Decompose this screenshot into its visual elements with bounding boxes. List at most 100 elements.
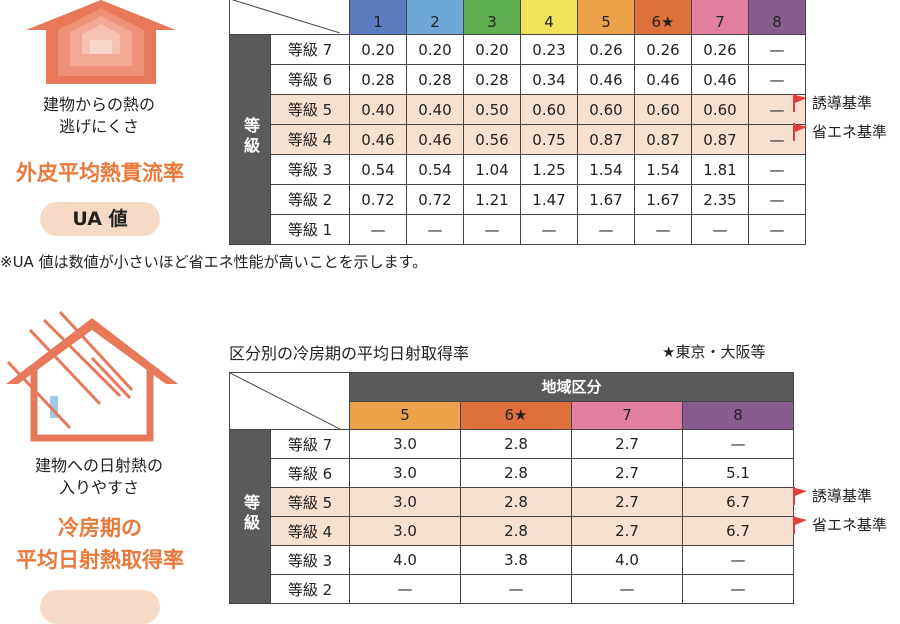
value-cell: 3.0 <box>349 429 461 459</box>
grade-label: 等級 6 <box>270 64 350 95</box>
value-cell: — <box>577 214 635 245</box>
value-cell: 1.67 <box>634 184 692 215</box>
flag-label: 省エネ基準 <box>812 123 888 141</box>
title-line-2: 平均日射熱取得率 <box>16 548 184 572</box>
value-cell: 1.67 <box>577 184 635 215</box>
corner-cell <box>229 372 350 430</box>
table-row: 等級 3 4.0 3.8 4.0— <box>230 545 794 575</box>
region-cell: 4 <box>520 0 578 35</box>
value-cell: 0.28 <box>463 64 521 95</box>
value-cell: 2.7 <box>571 487 683 517</box>
value-cell: 0.46 <box>406 124 464 155</box>
value-cell: — <box>682 429 794 459</box>
value-cell: 1.04 <box>463 154 521 185</box>
value-cell: — <box>634 214 692 245</box>
caption-line-2: 逃げにくさ <box>59 117 139 136</box>
grade-label: 等級 2 <box>270 574 350 604</box>
value-cell: 3.0 <box>349 516 461 546</box>
value-cell: 0.26 <box>577 34 635 65</box>
value-cell: 0.46 <box>577 64 635 95</box>
flag-guidance-2: 誘導基準 <box>792 485 872 506</box>
value-cell: 2.7 <box>571 458 683 488</box>
value-cell: — <box>748 154 806 185</box>
value-cell: — <box>406 214 464 245</box>
region-cell: 7 <box>691 0 749 35</box>
value-cell: — <box>463 214 521 245</box>
eta-table: 地域区分 5 6★ 7 8 等級 等級 7 3.0 2.8 2.7— 等級 6 3.0 2.8 2.7 5.… <box>229 372 794 604</box>
region-cell: 7 <box>571 400 683 430</box>
table-row: 等級 2— — — — <box>230 574 794 604</box>
value-cell: — <box>349 574 461 604</box>
value-cell: 3.0 <box>349 458 461 488</box>
value-cell: 6.7 <box>682 487 794 517</box>
corner-cell <box>229 0 350 35</box>
value-cell: 0.56 <box>463 124 521 155</box>
region-cell: 1 <box>349 0 407 35</box>
flag-icon <box>793 93 807 112</box>
value-cell: 0.23 <box>520 34 578 65</box>
region-cell: 8 <box>748 0 806 35</box>
value-cell: — <box>460 574 572 604</box>
flag-icon <box>793 515 807 534</box>
value-cell: — <box>349 214 407 245</box>
value-cell: 1.21 <box>463 184 521 215</box>
grade-vertical-label: 等級 <box>229 429 271 604</box>
grade-label: 等級 6 <box>270 458 350 488</box>
table-row: 等級 等級 7 3.0 2.8 2.7— <box>229 429 794 604</box>
flag-label: 誘導基準 <box>812 94 873 112</box>
region-cell: 8 <box>682 400 794 430</box>
value-cell: 0.46 <box>634 64 692 95</box>
value-cell: 0.54 <box>406 154 464 185</box>
value-cell: 2.8 <box>460 429 572 459</box>
value-cell: 0.50 <box>463 94 521 125</box>
value-cell: 4.0 <box>571 545 683 575</box>
ua-note: ※UA 値は数値が小さいほど省エネ性能が高いことを示します。 <box>0 253 428 271</box>
flag-label: 省エネ基準 <box>812 516 888 534</box>
flag-icon <box>793 486 807 505</box>
value-cell: 0.60 <box>520 94 578 125</box>
value-cell: 1.54 <box>577 154 635 185</box>
table-row: 等級 等級 7 0.20 0.20 0.20 0.23 0.26 0.26 0.26— <box>229 34 806 245</box>
house-sun-icon <box>6 310 178 442</box>
eta-title: 冷房期の 平均日射熱取得率 <box>0 514 200 574</box>
region-cell: 2 <box>406 0 464 35</box>
value-cell: — <box>682 545 794 575</box>
table-row: 等級 6 3.0 2.8 2.7 5.1 <box>230 458 794 488</box>
value-cell: 0.20 <box>463 34 521 65</box>
table-row: 等級 3 0.54 0.54 1.04 1.25 1.54 1.54 1.81— <box>230 154 806 185</box>
value-cell: — <box>748 64 806 95</box>
value-cell: 0.60 <box>691 94 749 125</box>
eta-pill <box>40 590 160 624</box>
value-cell: 1.54 <box>634 154 692 185</box>
value-cell: 2.8 <box>460 487 572 517</box>
house-heat-icon <box>26 0 176 84</box>
region-group-row: 地域区分 <box>229 372 794 430</box>
caption-line-1: 建物からの熱の <box>42 95 155 114</box>
table-row: 等級 5 0.40 0.40 0.50 0.60 0.60 0.60 0.60— <box>230 94 806 125</box>
value-cell: 0.87 <box>691 124 749 155</box>
value-cell: 0.72 <box>349 184 407 215</box>
value-cell: 0.26 <box>634 34 692 65</box>
grade-label: 等級 4 <box>270 124 350 155</box>
value-cell: 0.60 <box>577 94 635 125</box>
grade-label: 等級 5 <box>270 94 350 125</box>
value-cell: — <box>520 214 578 245</box>
value-cell: 0.60 <box>634 94 692 125</box>
flag-energy: 省エネ基準 <box>792 121 887 142</box>
table-row: 等級 4 0.46 0.46 0.56 0.75 0.87 0.87 0.87— <box>230 124 806 155</box>
region-header-row: 5 6★ 7 8 <box>230 400 794 430</box>
value-cell: 6.7 <box>682 516 794 546</box>
grade-label: 等級 3 <box>270 545 350 575</box>
flag-guidance: 誘導基準 <box>792 92 872 113</box>
value-cell: 0.46 <box>349 124 407 155</box>
value-cell: 0.20 <box>349 34 407 65</box>
grade-vertical-label: 等級 <box>229 34 271 245</box>
value-cell: 2.8 <box>460 458 572 488</box>
region-group-header: 地域区分 <box>349 372 794 402</box>
value-cell: 0.75 <box>520 124 578 155</box>
ua-table: 1 2 3 4 5 6★ 7 8 等級 等級 7 0.20 0.20 0.20 0.23 0.26 0.26 0… <box>229 0 806 245</box>
value-cell: — <box>748 34 806 65</box>
region-cell: 3 <box>463 0 521 35</box>
grade-label: 等級 3 <box>270 154 350 185</box>
vertical-text: 等級 <box>241 494 260 534</box>
